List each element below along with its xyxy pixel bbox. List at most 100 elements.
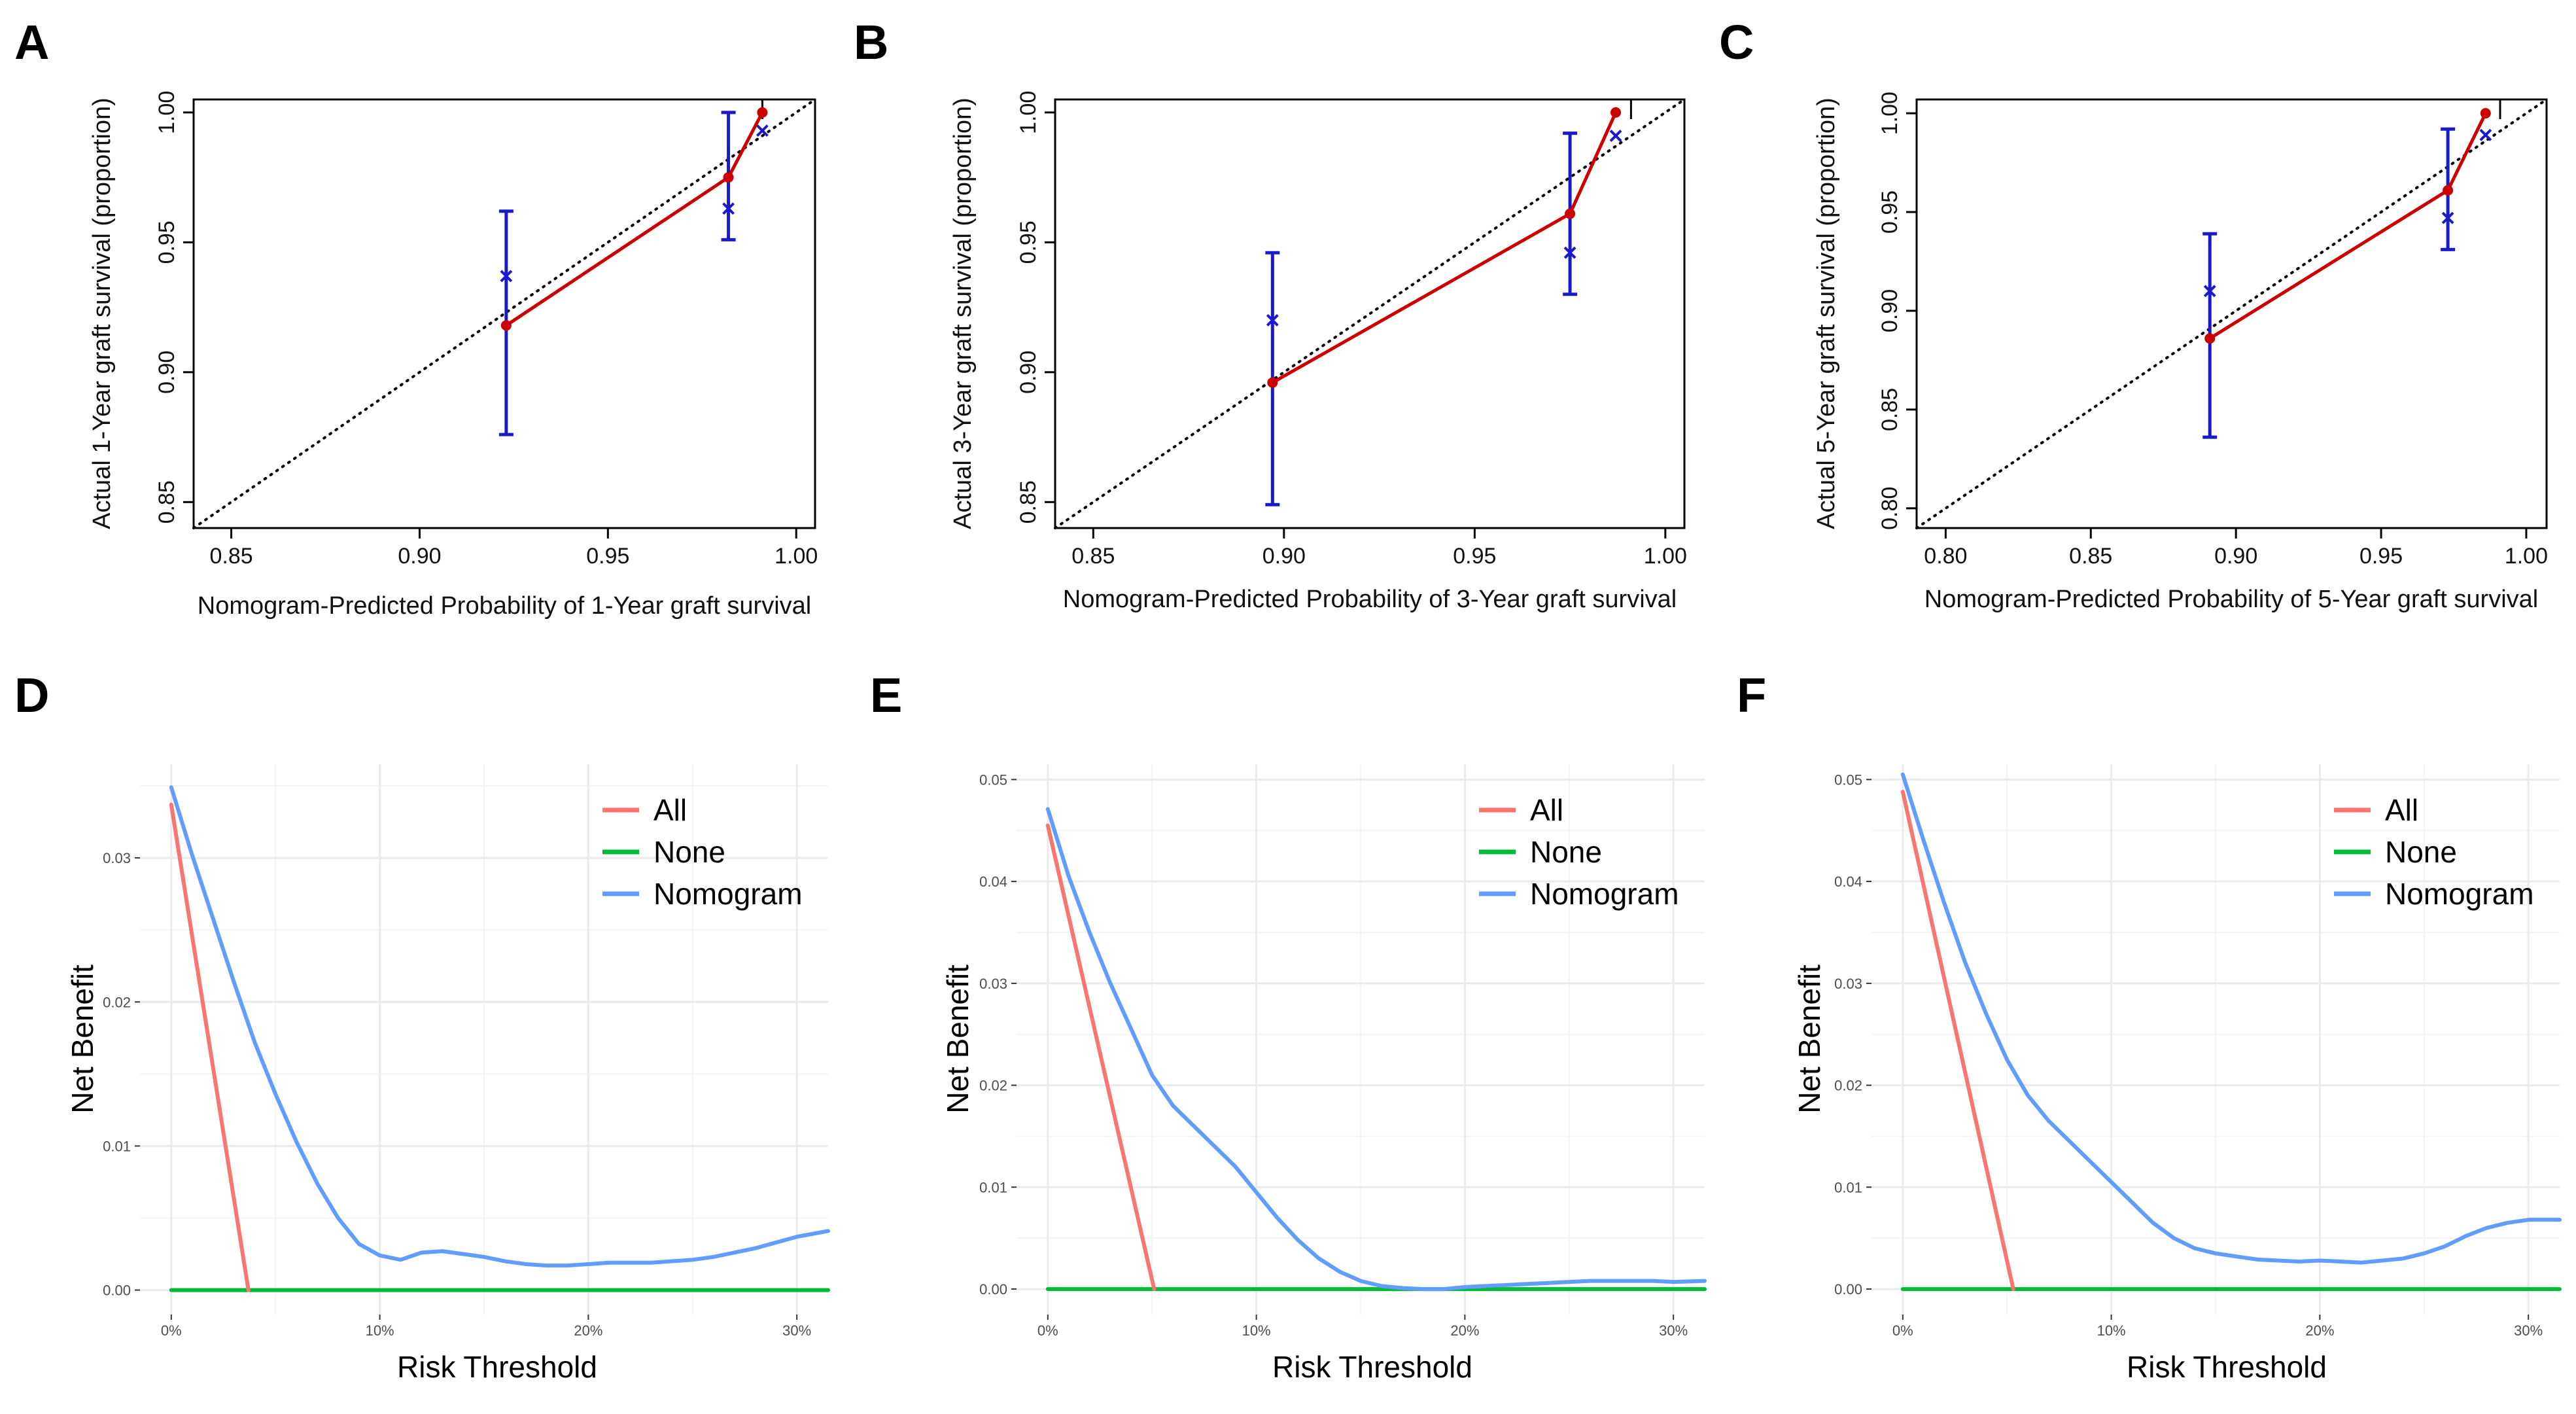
- series-line-all: [169, 802, 251, 1292]
- series-line-all: [1900, 790, 2015, 1292]
- y-tick-label: 0.02: [979, 1078, 1007, 1094]
- y-tick-label: 0.00: [103, 1282, 131, 1299]
- observed-x-marker: [1266, 314, 1279, 327]
- x-tick-label: 0.90: [2214, 544, 2257, 569]
- panel-letter-a: A: [14, 15, 49, 69]
- ideal-reference-line: [192, 98, 816, 529]
- observed-x-marker: [2479, 128, 2492, 141]
- y-tick-label: 0.03: [103, 850, 131, 866]
- x-tick-label: 0%: [1037, 1322, 1058, 1339]
- x-tick-label: 10%: [366, 1322, 394, 1339]
- legend-label-nomogram: Nomogram: [653, 877, 803, 911]
- x-tick-label: 10%: [2097, 1322, 2126, 1339]
- x-stroke: [1609, 130, 1622, 142]
- x-tick-label: 0.85: [2069, 544, 2112, 569]
- calibration-point: [1267, 377, 1278, 388]
- x-stroke: [1563, 246, 1576, 259]
- x-tick-label: 0.95: [586, 544, 629, 569]
- observed-x-marker: [1609, 130, 1622, 142]
- legend-label-all: All: [1530, 793, 1563, 827]
- x-stroke: [2203, 285, 2216, 298]
- y-tick-label: 1.00: [1016, 91, 1041, 134]
- observed-x-marker: [500, 270, 513, 283]
- panel-letter-c: C: [1719, 15, 1754, 69]
- y-axis-label: Net Benefit: [65, 964, 99, 1114]
- y-tick-label: 0.85: [154, 480, 179, 523]
- x-tick-label: 0%: [1892, 1322, 1913, 1339]
- calibration-point: [2480, 108, 2491, 119]
- panel-letter-e: E: [870, 668, 902, 722]
- calibration-chart-1-year: A 0.85 0.90 0.95 1.00 0.85 0.90 0.95 1.00 Nomog…: [14, 15, 818, 620]
- x-axis-label: Risk Threshold: [397, 1350, 597, 1384]
- legend-label-none: None: [1530, 835, 1602, 869]
- y-tick-label: 0.95: [1877, 190, 1902, 234]
- y-tick-label: 0.04: [1834, 874, 1862, 890]
- panel-letter-d: D: [14, 668, 49, 722]
- observed-x-marker: [2203, 285, 2216, 298]
- plot-frame: [1915, 98, 2548, 529]
- x-tick-label: 30%: [1659, 1322, 1688, 1339]
- y-tick-label: 0.90: [1016, 351, 1041, 394]
- series-line-all: [1045, 823, 1157, 1292]
- x-tick-label: 0.80: [1924, 544, 1967, 569]
- legend-label-none: None: [2385, 835, 2457, 869]
- calibration-point: [500, 320, 512, 331]
- calibration-point: [757, 107, 768, 118]
- y-axis-label: Actual 3-Year graft survival (proportion…: [949, 97, 977, 529]
- panel-letter-b: B: [854, 15, 888, 69]
- y-tick-label: 0.01: [1834, 1179, 1862, 1195]
- legend-label-nomogram: Nomogram: [2385, 877, 2534, 911]
- y-tick-label: 0.04: [979, 874, 1007, 890]
- y-tick-label: 0.90: [154, 351, 179, 394]
- legend-label-all: All: [653, 793, 687, 827]
- calibration-line: [2208, 113, 2488, 340]
- plot-frame: [192, 98, 816, 529]
- x-tick-label: 30%: [2514, 1322, 2543, 1339]
- y-tick-label: 0.01: [103, 1138, 131, 1154]
- y-tick-label: 0.95: [154, 221, 179, 264]
- decision-curve-3-year: E 0% 10% 20% 30% 0.00 0.01 0.02 0.03 0.04 0.05 Al…: [870, 668, 1707, 1384]
- x-stroke: [2479, 128, 2492, 141]
- observed-x-marker: [722, 202, 735, 215]
- x-stroke: [2441, 211, 2454, 224]
- calibration-point: [2204, 333, 2216, 344]
- calibration-point: [1565, 208, 1576, 219]
- y-tick-label: 0.05: [1834, 771, 1862, 788]
- decision-curve-1-year: D 0% 10% 20% 30% 0.00 0.01 0.02 0.03 All None Nom…: [14, 668, 830, 1384]
- calibration-line: [505, 111, 764, 327]
- calibration-point: [2443, 185, 2454, 196]
- calibration-point: [1610, 107, 1622, 118]
- decision-curve-5-year: F 0% 10% 20% 30% 0.00 0.01 0.02 0.03 0.04 0.05 Al…: [1737, 668, 2562, 1384]
- x-tick-label: 1.00: [2505, 544, 2548, 569]
- series-line-nomogram: [1900, 772, 2562, 1265]
- x-tick-label: 20%: [574, 1322, 602, 1339]
- y-tick-label: 0.90: [1877, 289, 1902, 332]
- y-tick-label: 0.00: [1834, 1281, 1862, 1298]
- x-tick-label: 10%: [1242, 1322, 1271, 1339]
- calibration-line: [1272, 111, 1618, 384]
- y-axis-label: Actual 5-Year graft survival (proportion…: [1813, 97, 1840, 529]
- legend-label-all: All: [2385, 793, 2418, 827]
- y-tick-label: 0.01: [979, 1179, 1007, 1195]
- panel-letter-f: F: [1737, 668, 1766, 722]
- y-tick-label: 0.05: [979, 771, 1007, 788]
- observed-x-marker: [2441, 211, 2454, 224]
- x-stroke: [722, 202, 735, 215]
- x-tick-label: 0%: [161, 1322, 182, 1339]
- y-tick-label: 0.02: [103, 994, 131, 1010]
- ideal-reference-line: [1054, 98, 1686, 529]
- y-tick-label: 0.02: [1834, 1078, 1862, 1094]
- y-tick-label: 0.95: [1016, 221, 1041, 264]
- y-tick-label: 1.00: [154, 91, 179, 134]
- x-stroke: [756, 124, 769, 137]
- x-axis-label: Nomogram-Predicted Probability of 3-Year…: [1063, 586, 1677, 613]
- legend-label-none: None: [653, 835, 725, 869]
- y-tick-label: 0.03: [1834, 976, 1862, 992]
- x-tick-label: 20%: [1450, 1322, 1479, 1339]
- legend-label-nomogram: Nomogram: [1530, 877, 1679, 911]
- x-tick-label: 0.90: [398, 544, 441, 569]
- ideal-reference-line: [1915, 98, 2548, 529]
- calibration-point: [723, 172, 734, 183]
- y-tick-label: 0.85: [1016, 480, 1041, 523]
